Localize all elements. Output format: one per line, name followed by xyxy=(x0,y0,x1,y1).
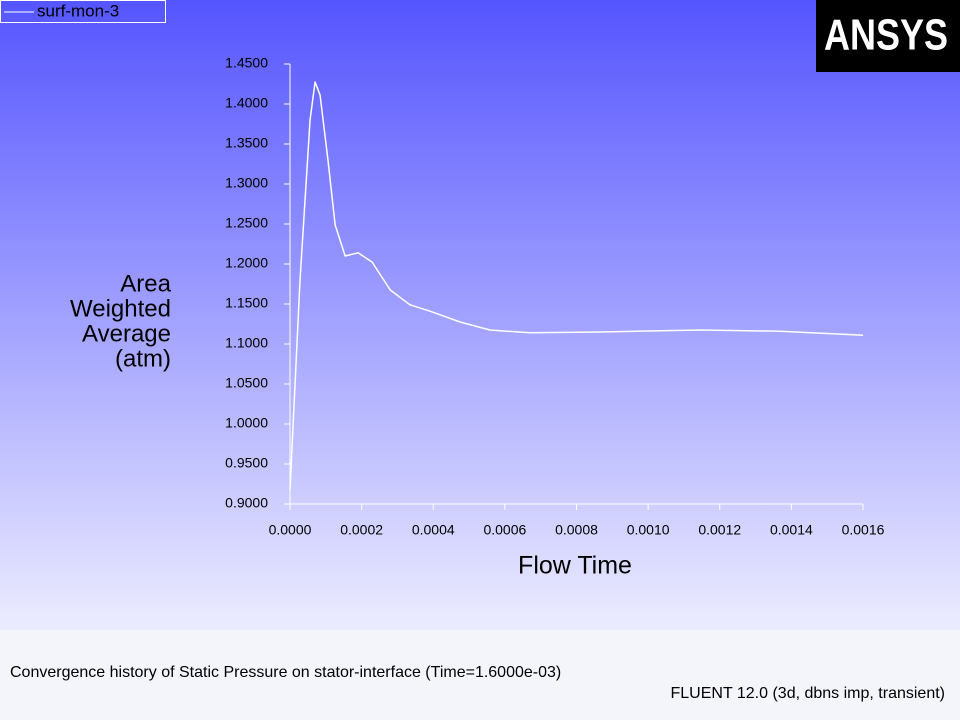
x-tick-label: 0.0008 xyxy=(555,522,598,538)
x-axis-title: Flow Time xyxy=(518,552,632,580)
y-tick-label: 1.4000 xyxy=(225,95,268,111)
background xyxy=(0,0,960,630)
x-tick-label: 0.0012 xyxy=(698,522,741,538)
legend-label: surf-mon-3 xyxy=(37,1,119,20)
x-tick-label: 0.0002 xyxy=(340,522,383,538)
chart-title: Convergence history of Static Pressure o… xyxy=(10,664,561,681)
y-tick-label: 1.0500 xyxy=(225,375,268,391)
logo: ANSYS xyxy=(824,11,948,60)
y-axis-title: Area xyxy=(120,270,171,297)
y-tick-label: 1.2000 xyxy=(225,255,268,271)
y-tick-label: 1.2500 xyxy=(225,215,268,231)
y-tick-label: 0.9000 xyxy=(225,495,268,511)
y-tick-label: 1.0000 xyxy=(225,415,268,431)
y-tick-label: 1.1000 xyxy=(225,335,268,351)
y-axis-title: (atm) xyxy=(115,345,171,372)
y-tick-label: 1.1500 xyxy=(225,295,268,311)
x-tick-label: 0.0000 xyxy=(269,522,312,538)
logo-box xyxy=(816,0,960,72)
chart-subtitle: FLUENT 12.0 (3d, dbns imp, transient) xyxy=(671,685,946,702)
x-tick-label: 0.0004 xyxy=(412,522,455,538)
y-tick-label: 1.3000 xyxy=(225,175,268,191)
x-tick-label: 0.0014 xyxy=(770,522,813,538)
y-tick-label: 0.9500 xyxy=(225,455,268,471)
y-axis-title: Average xyxy=(82,320,171,347)
x-tick-label: 0.0016 xyxy=(842,522,885,538)
x-tick-label: 0.0010 xyxy=(627,522,670,538)
y-tick-label: 1.3500 xyxy=(225,135,268,151)
line xyxy=(289,81,864,491)
y-axis-title: Weighted xyxy=(70,295,171,322)
x-tick-label: 0.0006 xyxy=(483,522,526,538)
legend-box xyxy=(0,0,166,23)
y-tick-label: 1.4500 xyxy=(225,55,268,71)
footer-panel xyxy=(0,630,960,720)
